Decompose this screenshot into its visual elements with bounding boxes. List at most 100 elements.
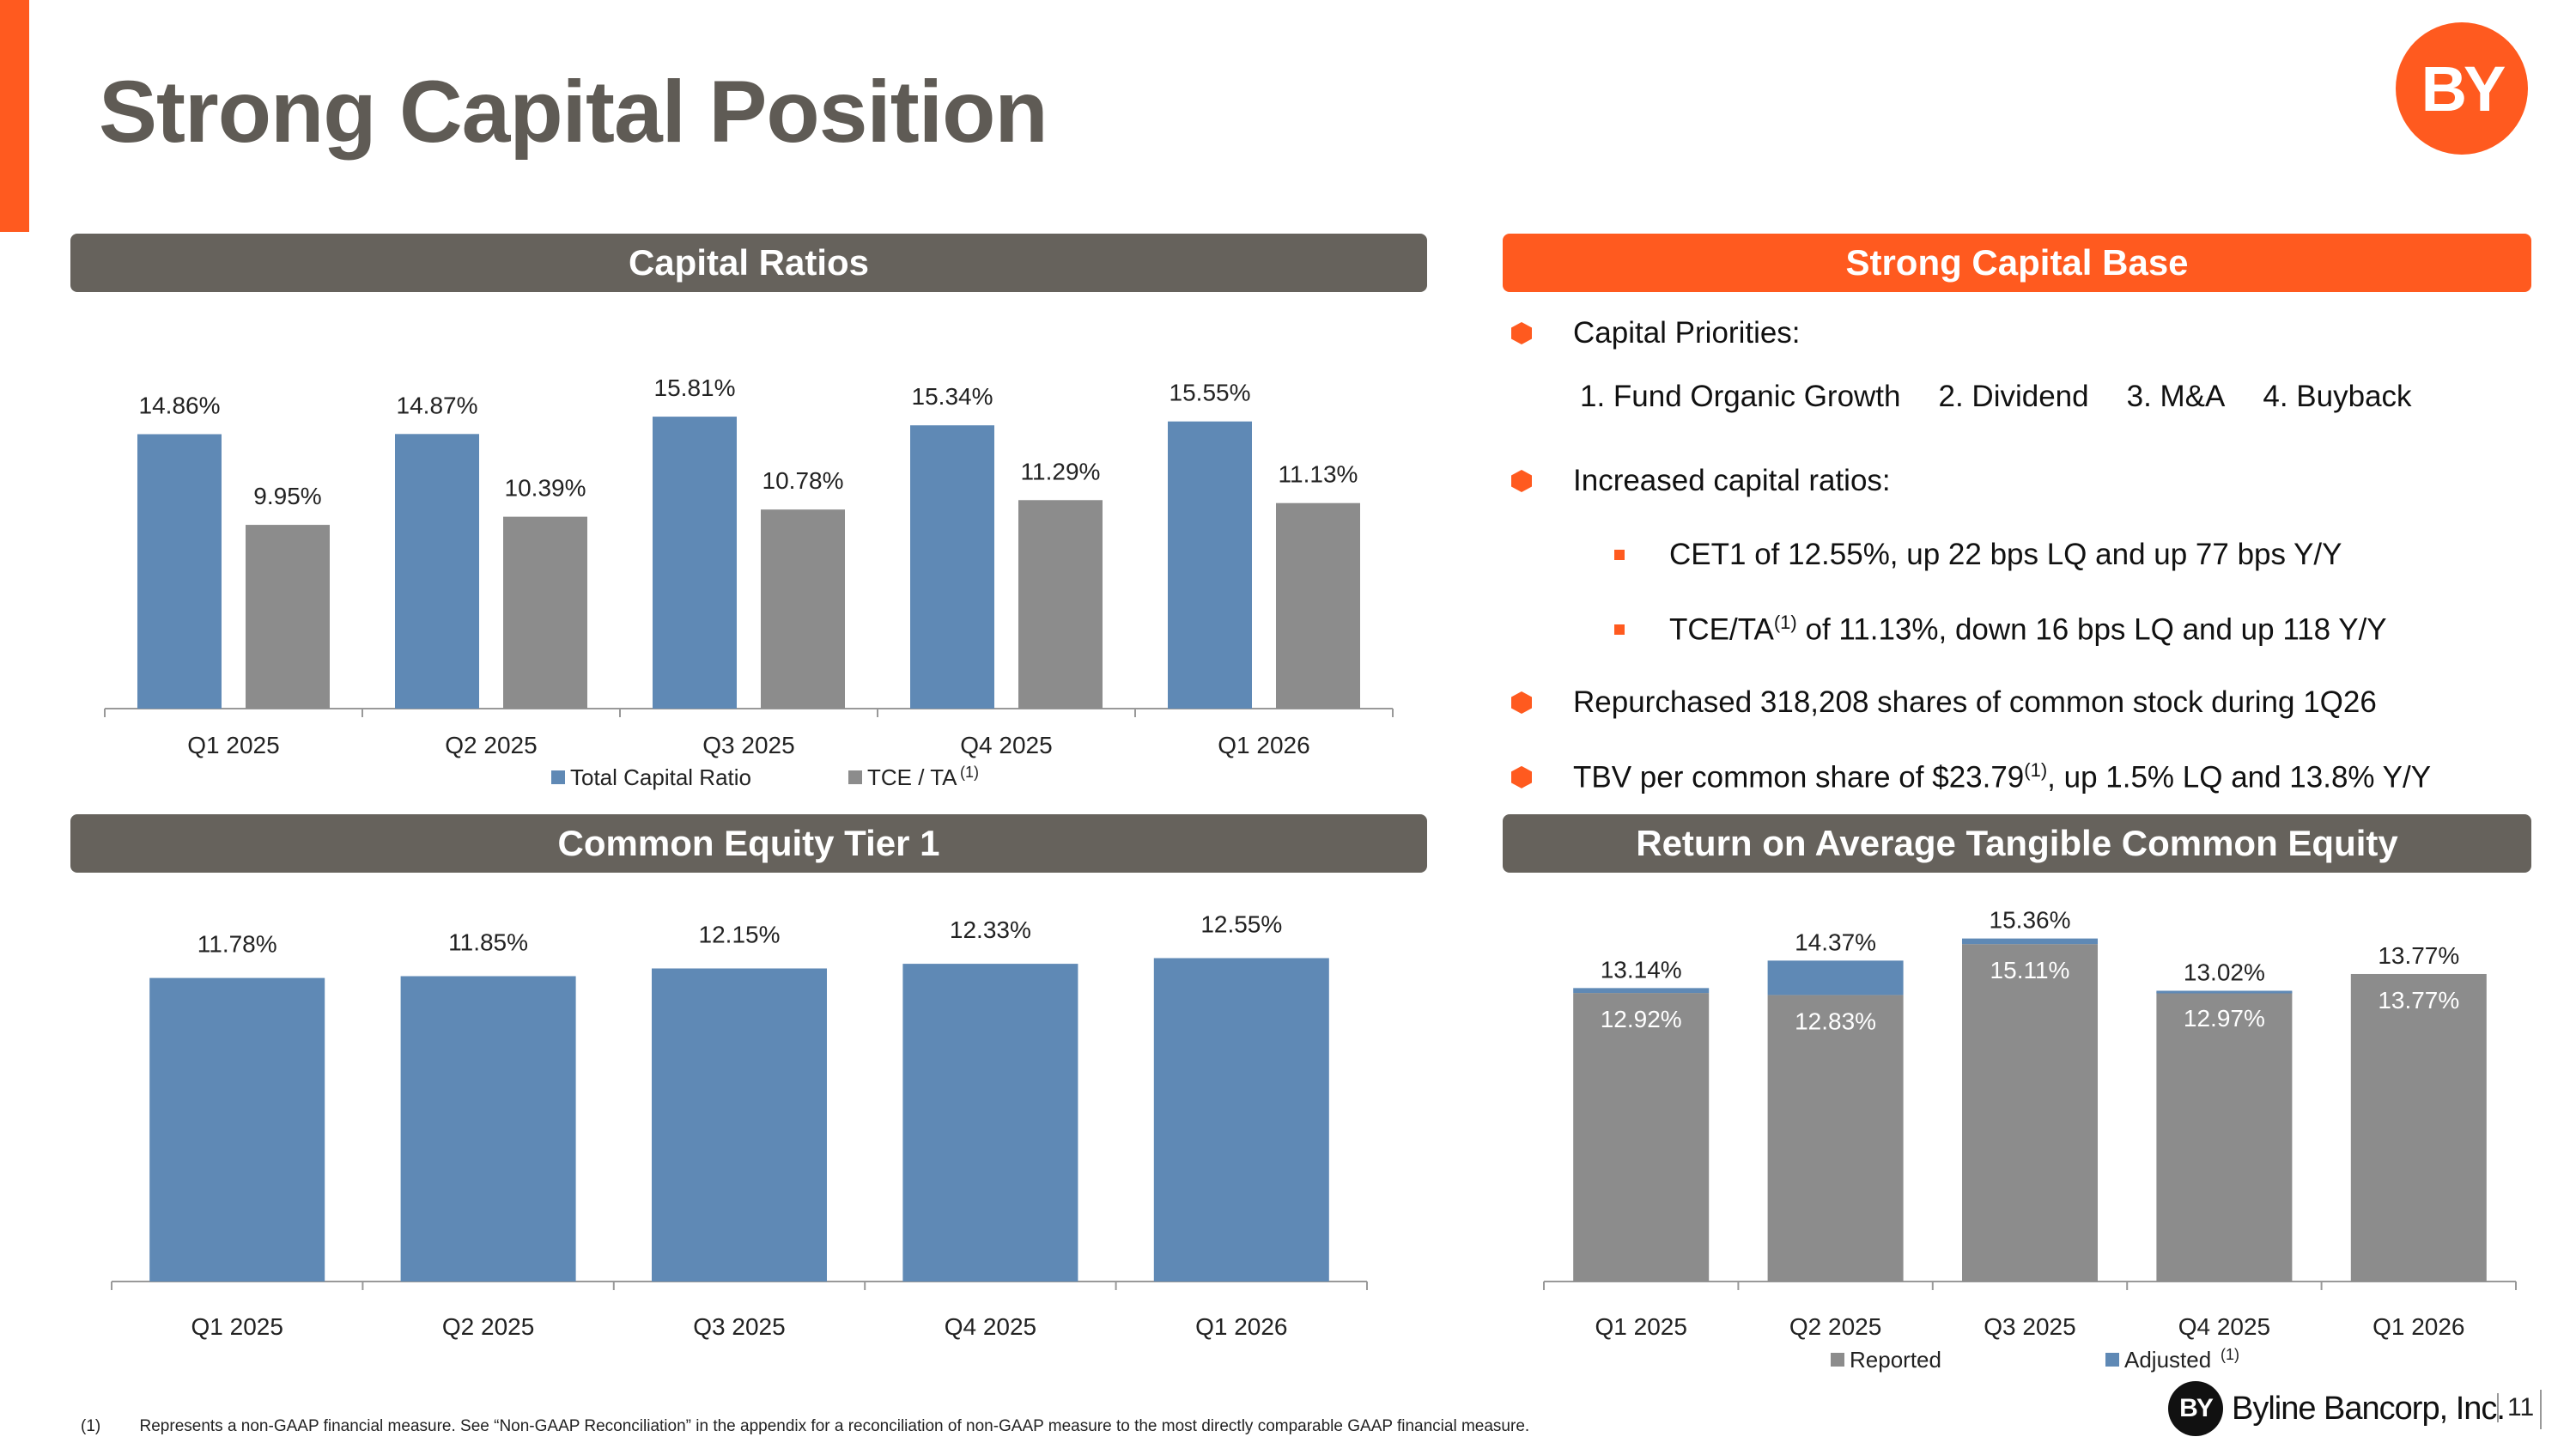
page-title: Strong Capital Position xyxy=(99,63,1048,161)
priority-item: 3. M&A xyxy=(2126,380,2226,413)
adjusted-data-label: 13.77% xyxy=(2378,942,2459,969)
data-label: 14.87% xyxy=(397,392,478,418)
square-bullet-icon xyxy=(1614,550,1625,560)
section-header-rotce: Return on Average Tangible Common Equity xyxy=(1503,814,2531,873)
reported-data-label: 12.97% xyxy=(2184,1005,2265,1032)
tce-ta-bar xyxy=(761,509,845,709)
cet1-chart: 11.78% Q1 2025 11.85% Q2 2025 12.15% Q3 2025 1… xyxy=(111,911,1368,1340)
sub-bullet-tce: TCE/TA(1) of 11.13%, down 16 bps LQ and … xyxy=(1614,612,2387,648)
accent-bar xyxy=(0,0,29,232)
tce-ta-bar xyxy=(1276,502,1360,709)
increased-ratios-text: Increased capital ratios: xyxy=(1573,464,1891,497)
x-tick-label: Q1 2025 xyxy=(191,1313,283,1340)
adjusted-data-label: 13.02% xyxy=(2184,959,2265,985)
footnote: (1) Represents a non-GAAP financial meas… xyxy=(81,1417,1529,1436)
tbv-text: TBV per common share of $23.79(1), up 1.… xyxy=(1573,759,2432,795)
priority-item: 2. Dividend xyxy=(1938,380,2089,413)
x-tick-label: Q1 2025 xyxy=(1595,1313,1686,1340)
total-capital-bar xyxy=(653,417,737,709)
cet1-bar xyxy=(400,976,576,1282)
cet1-bar xyxy=(149,977,325,1282)
data-label: 10.78% xyxy=(762,467,844,494)
x-tick-label: Q3 2025 xyxy=(702,732,794,758)
rotce-chart: 12.92% 13.14% Q1 2025 12.83% 14.37% Q2 2025 15… xyxy=(1543,907,2517,1373)
reported-bar xyxy=(2156,991,2293,1282)
legend-label-tce-ta: TCE / TA xyxy=(867,764,957,790)
repurchased-text: Repurchased 318,208 shares of common sto… xyxy=(1573,685,2377,719)
data-label: 12.15% xyxy=(699,922,781,948)
adjusted-data-label: 15.36% xyxy=(1990,907,2071,934)
data-label: 15.55% xyxy=(1170,380,1251,406)
reported-bar xyxy=(1573,993,1710,1282)
cet1-bar xyxy=(652,968,827,1282)
company-name: Byline Bancorp, Inc. xyxy=(2232,1390,2506,1427)
legend-label-adjusted: Adjusted xyxy=(2124,1347,2211,1373)
priorities-list: 1. Fund Organic Growth 2. Dividend 3. M&… xyxy=(1580,380,2412,414)
tce-text: TCE/TA(1) of 11.13%, down 16 bps LQ and … xyxy=(1669,612,2387,647)
legend-footnote-marker: (1) xyxy=(960,764,979,781)
priority-item: 4. Buyback xyxy=(2263,380,2412,413)
reported-bar xyxy=(2350,973,2487,1282)
x-tick-label: Q1 2025 xyxy=(187,732,279,758)
x-tick-label: Q1 2026 xyxy=(1195,1313,1287,1340)
x-tick-label: Q2 2025 xyxy=(1789,1313,1881,1340)
bullet-increased-ratios: Increased capital ratios: xyxy=(1511,464,1891,498)
legend-footnote-marker: (1) xyxy=(2221,1346,2239,1363)
total-capital-bar xyxy=(137,434,222,709)
x-tick-label: Q4 2025 xyxy=(960,732,1052,758)
capital-priorities-label: Capital Priorities: xyxy=(1573,316,1801,350)
cet1-text: CET1 of 12.55%, up 22 bps LQ and up 77 b… xyxy=(1669,538,2342,571)
reported-data-label: 12.92% xyxy=(1601,1006,1682,1032)
total-capital-bar xyxy=(1168,421,1252,709)
sub-bullet-cet1: CET1 of 12.55%, up 22 bps LQ and up 77 b… xyxy=(1614,538,2342,572)
data-label: 11.29% xyxy=(1021,458,1101,484)
tce-ta-bar xyxy=(246,525,330,709)
legend-swatch-reported xyxy=(1831,1353,1844,1367)
x-tick-label: Q4 2025 xyxy=(945,1313,1036,1340)
byline-logo: BY xyxy=(2396,22,2528,155)
adjusted-bar xyxy=(1962,938,2098,945)
cet1-bar xyxy=(902,964,1078,1282)
data-label: 11.85% xyxy=(448,929,528,956)
total-capital-bar xyxy=(910,425,994,709)
legend-label-total-capital: Total Capital Ratio xyxy=(570,764,751,790)
footnote-text: Represents a non-GAAP financial measure.… xyxy=(139,1417,1530,1435)
hexagon-bullet-icon xyxy=(1511,470,1532,492)
page-number-divider xyxy=(2540,1390,2542,1429)
data-label: 10.39% xyxy=(505,475,586,502)
section-header-capital-ratios: Capital Ratios xyxy=(70,234,1427,292)
hexagon-bullet-icon xyxy=(1511,322,1532,344)
legend-swatch-tce-ta xyxy=(848,770,862,784)
page-number: 11 xyxy=(2497,1393,2534,1422)
adjusted-bar xyxy=(1767,960,1904,995)
tce-ta-bar xyxy=(503,516,587,709)
bullet-capital-priorities: Capital Priorities: xyxy=(1511,316,1801,350)
data-label: 9.95% xyxy=(253,483,321,509)
total-capital-bar xyxy=(395,434,479,709)
square-bullet-icon xyxy=(1614,624,1625,635)
reported-data-label: 15.11% xyxy=(1990,957,2070,983)
capital-ratios-chart: Q1 2025 14.86% 9.95% Q2 2025 14.87% 10.39% Q3 … xyxy=(104,374,1394,790)
data-label: 12.33% xyxy=(950,916,1031,943)
x-tick-label: Q1 2026 xyxy=(2372,1313,2464,1340)
legend-swatch-adjusted xyxy=(2105,1353,2119,1367)
x-tick-label: Q3 2025 xyxy=(1984,1313,2075,1340)
data-label: 11.13% xyxy=(1279,461,1358,488)
adjusted-data-label: 14.37% xyxy=(1795,928,1876,955)
x-tick-label: Q1 2026 xyxy=(1218,732,1309,758)
data-label: 12.55% xyxy=(1200,911,1282,938)
legend-swatch-total-capital xyxy=(551,770,565,784)
legend-label-reported: Reported xyxy=(1850,1347,1941,1373)
x-tick-label: Q2 2025 xyxy=(442,1313,534,1340)
data-label: 11.78% xyxy=(197,931,277,958)
section-header-cet1: Common Equity Tier 1 xyxy=(70,814,1427,873)
x-tick-label: Q4 2025 xyxy=(2178,1313,2270,1340)
hexagon-bullet-icon xyxy=(1511,691,1532,714)
tce-ta-bar xyxy=(1018,500,1103,709)
adjusted-data-label: 13.14% xyxy=(1601,956,1682,983)
hexagon-bullet-icon xyxy=(1511,765,1532,788)
adjusted-bar xyxy=(2156,990,2293,994)
x-tick-label: Q2 2025 xyxy=(445,732,537,758)
reported-data-label: 12.83% xyxy=(1795,1008,1876,1034)
reported-bar xyxy=(1962,944,2098,1282)
